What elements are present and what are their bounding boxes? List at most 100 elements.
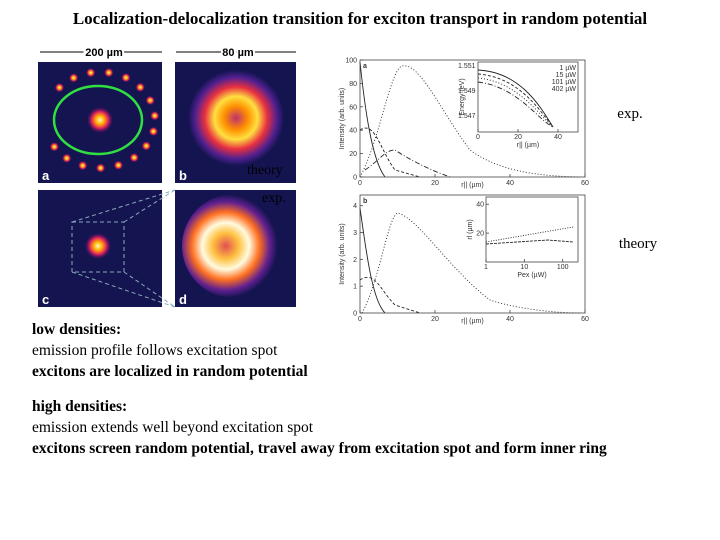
- note-heading: high densities:: [32, 398, 127, 415]
- panel-label: d: [179, 292, 187, 307]
- spot: [68, 72, 79, 83]
- inset-x-tick-label: 40: [554, 134, 562, 141]
- center-spot: [86, 106, 114, 134]
- spot: [77, 160, 88, 171]
- y-tick-label: 100: [345, 58, 357, 65]
- legend-entry: 1 µW: [560, 65, 577, 72]
- curve: [359, 65, 581, 178]
- plot-frame: [359, 59, 586, 178]
- note-line: excitons screen random potential, travel…: [32, 440, 607, 457]
- spot: [145, 95, 156, 106]
- x-tick-label: 0: [358, 316, 362, 323]
- plot-label: a: [363, 63, 367, 70]
- spot-ring: [49, 67, 160, 173]
- y-tick-label: 3: [353, 230, 357, 237]
- note-line: excitons are localized in random potenti…: [32, 363, 308, 380]
- y-tick-label: 40: [349, 128, 357, 135]
- inset-x-label: r|| (µm): [517, 142, 539, 149]
- y-tick-label: 1: [353, 284, 357, 291]
- inset-curve: [477, 73, 554, 128]
- inset-x-tick-label: 100: [557, 264, 569, 271]
- overlay-label: theory: [247, 163, 283, 178]
- y-tick-label: 80: [349, 81, 357, 88]
- curve: [361, 212, 581, 314]
- spot: [103, 67, 114, 78]
- x-tick-label: 60: [581, 180, 589, 187]
- curve: [359, 127, 421, 178]
- inset-curve: [477, 81, 554, 128]
- side-label: theory: [619, 236, 658, 252]
- plot-frame: [359, 194, 586, 314]
- spot: [149, 110, 160, 121]
- inset-x-label: Pex (µW): [517, 272, 546, 279]
- spot: [85, 67, 96, 78]
- curve: [359, 61, 386, 178]
- y-tick-label: 60: [349, 104, 357, 111]
- zoom-line: [123, 189, 176, 223]
- excitation-spot: [84, 232, 112, 260]
- panel-label: a: [42, 168, 50, 183]
- scale-label: 80 µm: [222, 47, 254, 59]
- y-tick-label: 0: [353, 311, 357, 318]
- ring-image: [182, 194, 286, 298]
- inset-x-tick-label: 20: [514, 134, 522, 141]
- panel-label: c: [42, 292, 49, 307]
- zoom-line: [71, 189, 176, 223]
- green-ring: [52, 84, 144, 156]
- note-line: emission profile follows excitation spot: [32, 342, 278, 359]
- spot: [61, 153, 72, 164]
- y-tick-label: 4: [353, 203, 357, 210]
- panel-label: b: [179, 168, 187, 183]
- title: Localization-delocalization transition f…: [73, 9, 648, 28]
- y-label: Intensity (arb. units): [339, 88, 346, 149]
- spot: [120, 72, 131, 83]
- legend-entry: 101 µW: [552, 79, 577, 86]
- inset-y-tick-label: 20: [476, 231, 484, 238]
- scale-label: 200 µm: [85, 47, 123, 59]
- inset-curve: [485, 226, 574, 243]
- y-label: Intensity (arb. units): [339, 223, 346, 284]
- x-tick-label: 20: [431, 316, 439, 323]
- inset-y-label: rl (µm): [467, 219, 474, 239]
- spot: [141, 140, 152, 151]
- y-tick-label: 2: [353, 257, 357, 264]
- spot: [129, 152, 140, 163]
- inset-y-label: Energy (eV): [459, 78, 466, 115]
- x-label: r|| (µm): [461, 182, 483, 189]
- curve: [359, 277, 421, 314]
- inset-y-tick-label: 1.547: [458, 113, 476, 120]
- legend-entry: 15 µW: [556, 72, 577, 79]
- legend-entry: 402 µW: [552, 86, 577, 93]
- inset-y-tick-label: 1.549: [458, 88, 476, 95]
- inset-curve: [477, 77, 554, 128]
- inset-frame: [485, 196, 579, 263]
- x-tick-label: 60: [581, 316, 589, 323]
- spot: [113, 160, 124, 171]
- spot: [148, 126, 159, 137]
- inset-y-tick-label: 40: [476, 202, 484, 209]
- x-tick-label: 40: [506, 316, 514, 323]
- spot: [95, 162, 106, 173]
- curve: [364, 149, 451, 178]
- inset-frame: [477, 61, 579, 133]
- zoom-box: [71, 221, 125, 273]
- overlay-label: exp.: [262, 191, 286, 206]
- inset-curve: [485, 239, 574, 245]
- ring-image: [188, 70, 284, 166]
- note-heading: low densities:: [32, 321, 121, 338]
- inset-x-tick-label: 10: [520, 264, 528, 271]
- y-tick-label: 0: [353, 175, 357, 182]
- decor-curves: [359, 61, 581, 314]
- note-line: emission extends well beyond excitation …: [32, 419, 314, 436]
- inset-y-tick-label: 1.551: [458, 63, 476, 70]
- spot: [135, 82, 146, 93]
- image-panels: [38, 51, 296, 308]
- x-tick-label: 0: [358, 180, 362, 187]
- inset-curve: [477, 69, 554, 128]
- y-tick-label: 20: [349, 151, 357, 158]
- spot: [49, 141, 60, 152]
- inset-x-tick-label: 1: [484, 264, 488, 271]
- x-tick-label: 40: [506, 180, 514, 187]
- zoom-line: [123, 271, 176, 308]
